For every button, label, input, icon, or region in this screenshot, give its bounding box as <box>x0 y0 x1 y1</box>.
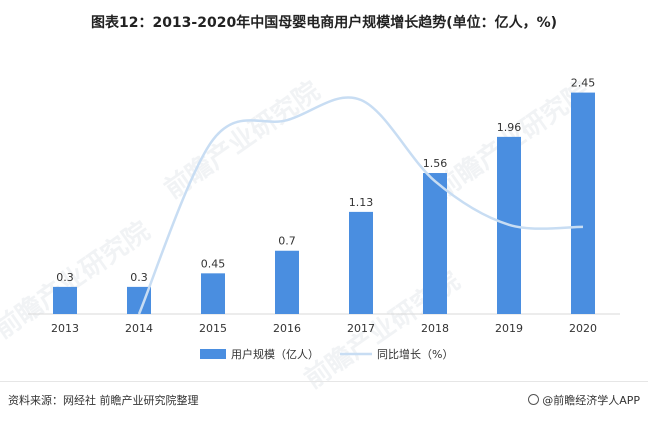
bar-2013 <box>53 286 77 314</box>
bar-2020 <box>571 92 595 314</box>
data-label-2017: 1.13 <box>349 196 374 209</box>
data-label-2015: 0.45 <box>201 257 226 270</box>
brand-label: @前瞻经济学人APP <box>542 394 640 407</box>
x-tick-2015: 2015 <box>199 322 227 335</box>
x-tick-2018: 2018 <box>421 322 449 335</box>
x-tick-2014: 2014 <box>125 322 153 335</box>
data-label-2013: 0.3 <box>56 271 74 284</box>
data-label-2014: 0.3 <box>130 271 148 284</box>
x-tick-2019: 2019 <box>495 322 523 335</box>
x-tick-2020: 2020 <box>569 322 597 335</box>
brand-logo-icon <box>528 394 540 405</box>
chart-area: 0.3 0.3 0.45 0.7 1.13 1.56 1.96 2.45 2013 2014 201… <box>28 77 620 361</box>
bar-2017 <box>349 211 373 314</box>
source-note: 资料来源：网经社 前瞻产业研究院整理 <box>8 394 199 407</box>
data-label-2018: 1.56 <box>423 157 448 170</box>
bar-2016 <box>275 250 299 314</box>
bar-2015 <box>201 273 225 314</box>
footer-divider <box>0 381 648 382</box>
data-label-2019: 1.96 <box>497 121 522 134</box>
x-tick-2017: 2017 <box>347 322 375 335</box>
data-label-2016: 0.7 <box>278 235 296 248</box>
bar-2018 <box>423 173 447 314</box>
legend-bar-label: 用户规模（亿人） <box>231 347 319 361</box>
data-label-2020: 2.45 <box>571 77 596 90</box>
chart-title: 图表12：2013-2020年中国母婴电商用户规模增长趋势(单位：亿人，%) <box>90 15 558 31</box>
brand-credit: @前瞻经济学人APP <box>528 392 640 408</box>
legend-bar-swatch <box>200 349 226 359</box>
growth-line <box>137 96 584 315</box>
x-tick-2016: 2016 <box>273 322 301 335</box>
x-tick-2013: 2013 <box>51 322 79 335</box>
legend-line-label: 同比增长（%） <box>377 347 453 361</box>
